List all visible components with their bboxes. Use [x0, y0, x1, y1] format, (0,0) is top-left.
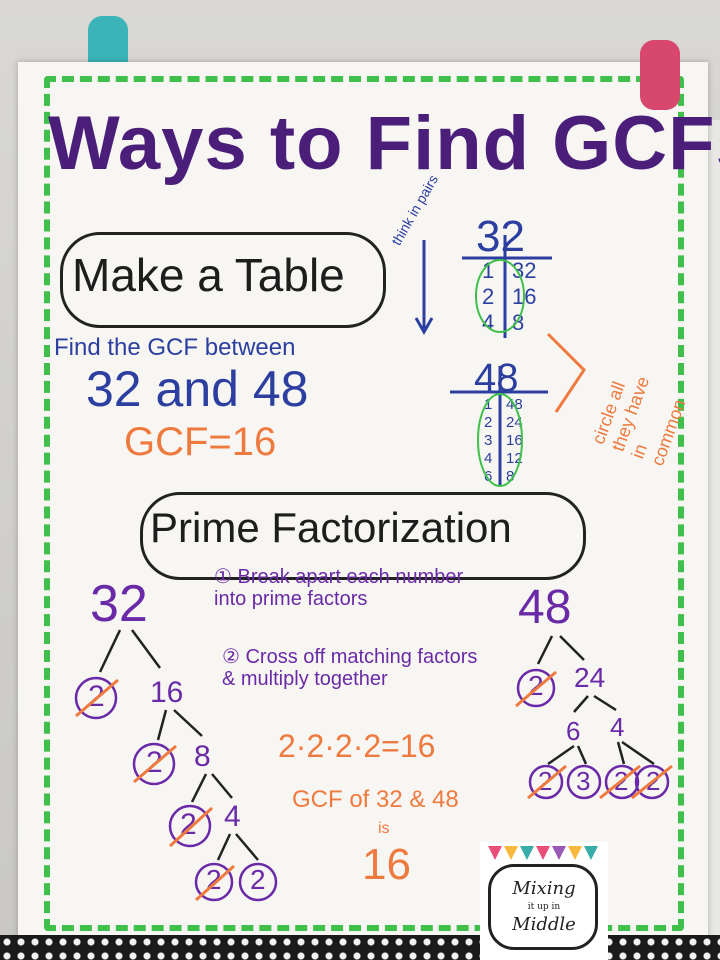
tree48-node: 6 [566, 716, 581, 746]
bottom-border-strip [0, 935, 720, 960]
step1-text: ① Break apart each number into prime fac… [214, 566, 464, 610]
product-line: 2·2·2·2=16 [278, 728, 436, 764]
table32-row: 1 [482, 258, 495, 283]
table48-row: 3 [484, 432, 493, 449]
chart-title: Ways to Find GCFs [48, 101, 720, 186]
prime-factorization-heading: Prime Factorization [150, 504, 512, 551]
gcf-of-line: GCF of 32 & 48 [292, 786, 459, 813]
tree32-node: 2 [146, 746, 163, 779]
tree32-root: 32 [90, 575, 148, 633]
tree48-node: 3 [576, 766, 591, 796]
logo-frame [488, 864, 598, 950]
gcf-answer: GCF=16 [124, 420, 277, 464]
logo-line1: Mixing [512, 878, 576, 899]
tree32-node: 16 [150, 676, 184, 709]
find-gcf-prompt: Find the GCF between [54, 334, 296, 361]
table48-row: 16 [506, 432, 523, 449]
logo-line2: it up in [527, 902, 561, 912]
tree32-node: 4 [224, 800, 241, 833]
make-table-heading: Make a Table [72, 249, 345, 301]
table48-row: 8 [506, 468, 515, 485]
numbers-32-48: 32 and 48 [86, 361, 309, 417]
tree32-node: 2 [88, 680, 105, 713]
table48-row: 6 [484, 468, 493, 485]
table32-row: 8 [512, 310, 525, 335]
table48-row: 1 [484, 396, 493, 413]
tree32-node: 8 [194, 740, 211, 773]
prime-factorization-cloud [140, 492, 586, 580]
bunting-icon [488, 846, 598, 860]
logo-line3: Middle [512, 914, 576, 935]
tree48-root: 48 [518, 581, 572, 634]
table32-row: 2 [482, 284, 495, 309]
tree48-node: 2 [538, 766, 553, 796]
table48-row: 4 [484, 450, 493, 467]
tree32-node: 2 [250, 864, 266, 895]
table48-row: 2 [484, 414, 493, 431]
table32-header: 32 [476, 212, 525, 261]
tree48-node: 24 [574, 662, 606, 693]
tree48-node: 4 [610, 712, 625, 742]
gcf-result: 16 [362, 840, 411, 889]
pink-clip [640, 40, 680, 110]
make-table-cloud [60, 232, 386, 328]
is-word: is [378, 820, 390, 837]
blog-logo: Mixing it up in Middle [480, 842, 608, 960]
step2-text: ② Cross off matching factors & multiply … [222, 646, 478, 690]
green-dashed-border [44, 76, 684, 931]
